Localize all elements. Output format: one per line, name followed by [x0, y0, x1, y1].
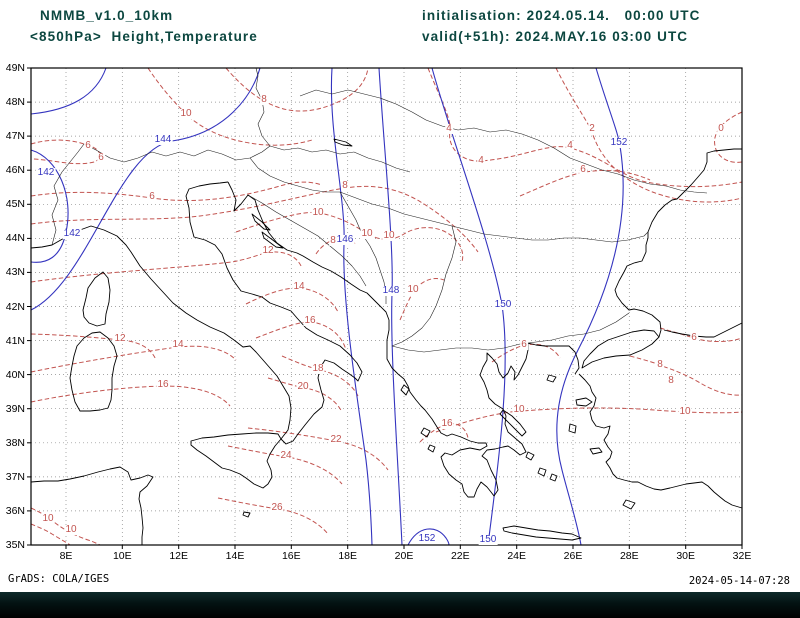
- map-frame: [30, 67, 743, 546]
- field-title: <850hPa> Height,Temperature: [30, 29, 258, 44]
- country-borders: [51, 67, 708, 353]
- bottom-bar: [0, 592, 800, 618]
- grads-credit: GrADS: COLA/IGES: [8, 573, 110, 585]
- initialisation-time: initialisation: 2024.05.14. 00:00 UTC: [422, 8, 701, 23]
- coastlines: [30, 138, 743, 545]
- model-title: NMMB_v1.0_10km: [40, 8, 174, 23]
- valid-time: valid(+51h): 2024.MAY.16 03:00 UTC: [422, 29, 689, 44]
- creation-timestamp: 2024-05-14-07:28: [688, 575, 790, 587]
